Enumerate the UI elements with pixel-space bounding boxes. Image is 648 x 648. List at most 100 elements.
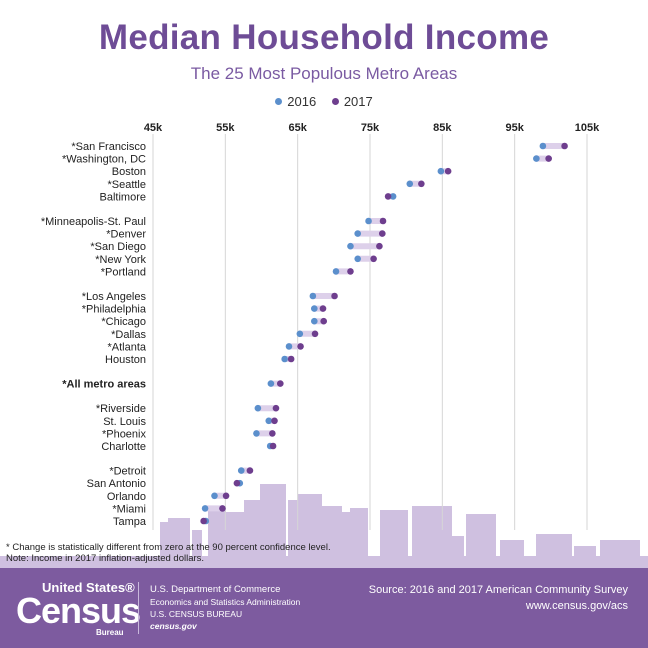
point-2017: [545, 155, 552, 162]
point-2016: [354, 255, 362, 263]
point-2017: [287, 355, 295, 363]
chart-row: *Portland: [101, 266, 354, 278]
row-label: Houston: [105, 354, 146, 366]
row-label: *Portland: [101, 266, 146, 278]
chart-row: *Philadelphia: [82, 304, 327, 316]
row-label: *Atlanta: [107, 341, 146, 353]
row-label: *New York: [95, 254, 146, 266]
footnotes: * Change is statistically different from…: [6, 542, 331, 564]
chart-row: *San Diego: [90, 241, 383, 253]
legend: 2016 2017: [0, 93, 648, 109]
point-2017: [331, 292, 338, 300]
row-label: *All metro areas: [62, 379, 146, 391]
x-tick-label: 65k: [288, 122, 307, 134]
row-label: *San Francisco: [71, 141, 146, 153]
logo-bureau: Bureau: [96, 628, 124, 637]
chart-row: Charlotte: [101, 441, 277, 453]
point-2017: [200, 517, 207, 525]
agency-admin: Economics and Statistics Administration: [150, 597, 301, 607]
point-2016: [539, 142, 547, 150]
chart-row: *Denver: [106, 229, 386, 241]
chart-row: San Antonio: [87, 478, 244, 490]
footer-divider: [138, 582, 139, 634]
row-label: Charlotte: [101, 441, 146, 453]
row-label: Baltimore: [100, 191, 146, 203]
row-label: Boston: [112, 166, 146, 178]
row-label: Tampa: [113, 516, 147, 528]
skyline-building: [342, 512, 350, 568]
point-2016: [254, 404, 262, 412]
point-2017: [418, 180, 425, 188]
row-label: *Philadelphia: [82, 304, 147, 316]
x-tick-label: 95k: [505, 122, 524, 134]
point-2016: [309, 292, 317, 300]
point-2017: [384, 193, 392, 200]
x-tick-label: 85k: [433, 122, 452, 134]
census-logo: United States® Census Bureau: [16, 580, 141, 638]
row-label: *Riverside: [96, 403, 146, 415]
point-2017: [319, 305, 327, 312]
chart-row: *San Francisco: [71, 141, 568, 153]
point-2017: [376, 242, 383, 250]
logo-united-states: United States®: [42, 580, 135, 595]
point-2016: [354, 230, 362, 237]
point-2016: [237, 467, 245, 474]
chart-row: *New York: [95, 254, 377, 266]
row-label: *Miami: [112, 503, 146, 515]
row-label: *Los Angeles: [82, 291, 147, 303]
footer-banner: United States® Census Bureau U.S. Depart…: [0, 568, 648, 648]
chart-row: *All metro areas: [62, 379, 284, 391]
skyline-building: [224, 512, 244, 568]
chart-row: Houston: [105, 354, 295, 366]
chart-row: *Phoenix: [102, 428, 276, 440]
footnote-significance: * Change is statistically different from…: [6, 542, 331, 553]
skyline-building: [260, 484, 286, 568]
point-2016: [389, 193, 397, 200]
skyline-building: [208, 508, 226, 568]
x-tick-label: 45k: [144, 122, 163, 134]
point-2016: [201, 505, 209, 512]
dumbbell-chart: 45k 55k 65k 75k 85k 95k 105k *San Francisco*Wa…: [0, 122, 648, 568]
point-2016: [211, 492, 218, 500]
skyline-building: [322, 506, 342, 568]
point-2016: [365, 217, 372, 225]
point-2016: [347, 242, 354, 250]
skyline-building: [168, 518, 190, 568]
row-label: *Phoenix: [102, 428, 147, 440]
point-2017: [379, 217, 387, 225]
legend-dot-2017: [331, 98, 339, 105]
point-2016: [406, 180, 414, 188]
point-2017: [233, 479, 241, 487]
footnote-note: Note: Income in 2017 inflation-adjusted …: [6, 553, 205, 564]
agency-site-link[interactable]: census.gov: [150, 621, 197, 631]
chart-row: Boston: [112, 166, 452, 178]
point-2016: [253, 430, 260, 437]
source-url-link[interactable]: www.census.gov/acs: [525, 600, 628, 612]
legend-item-2016: 2016: [275, 94, 316, 109]
chart-row: Tampa: [113, 516, 210, 528]
point-2017: [561, 142, 568, 150]
row-label: *Minneapolis-St. Paul: [41, 216, 146, 228]
point-2017: [347, 268, 354, 275]
skyline-building: [350, 508, 368, 568]
chart-row: *Miami: [112, 503, 226, 515]
row-label: *Seattle: [107, 179, 146, 191]
page-title: Median Household Income: [98, 18, 550, 57]
point-2017: [444, 167, 452, 175]
point-2016: [533, 155, 540, 162]
point-2017: [378, 230, 386, 237]
point-2016: [311, 305, 318, 312]
row-label: *Detroit: [109, 466, 146, 478]
chart-row: St. Louis: [103, 416, 278, 428]
page-subtitle: The 25 Most Populous Metro Areas: [190, 64, 458, 83]
legend-label-2016: 2016: [287, 94, 317, 109]
chart-row: Baltimore: [100, 191, 397, 203]
chart-row: *Washington, DC: [62, 154, 552, 166]
chart-row: *Atlanta: [107, 341, 304, 353]
x-tick-label: 75k: [361, 122, 380, 134]
agency-dept: U.S. Department of Commerce: [150, 584, 281, 595]
point-2017: [246, 467, 254, 474]
row-label: *Denver: [106, 229, 146, 241]
x-tick-label: 55k: [216, 122, 235, 134]
row-label: St. Louis: [103, 416, 146, 428]
